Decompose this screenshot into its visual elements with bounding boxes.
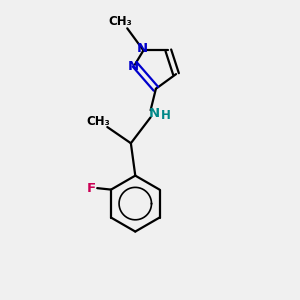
Text: F: F bbox=[87, 182, 96, 195]
Text: N: N bbox=[128, 60, 139, 73]
Text: CH₃: CH₃ bbox=[108, 15, 132, 28]
Text: N: N bbox=[136, 42, 148, 56]
Text: CH₃: CH₃ bbox=[87, 115, 110, 128]
Text: N: N bbox=[149, 107, 160, 120]
Text: H: H bbox=[161, 109, 171, 122]
